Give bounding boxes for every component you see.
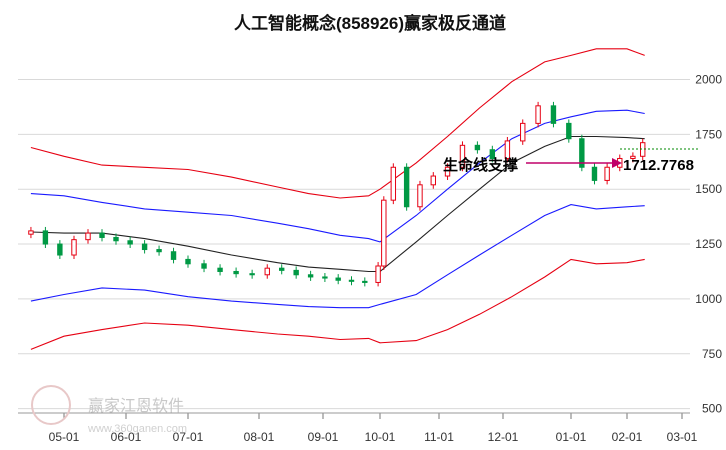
candle-body — [156, 249, 162, 253]
candle-body — [459, 144, 466, 168]
price-label: 1712.7768 — [623, 157, 694, 174]
x-tick-label: 09-01 — [308, 430, 339, 444]
series-life-line — [30, 135, 645, 273]
y-tick-label: 500 — [702, 402, 722, 416]
candle-body — [127, 240, 133, 245]
x-tick-label: 01-01 — [556, 430, 587, 444]
x-tick-label: 12-01 — [488, 430, 519, 444]
candle-body — [489, 149, 496, 159]
gridlines — [18, 78, 690, 410]
y-tick-label: 750 — [702, 347, 722, 361]
candle-body — [375, 265, 381, 283]
candle-body — [403, 166, 410, 208]
y-tick-label: 1750 — [695, 127, 722, 141]
series-upper-mid — [30, 109, 645, 243]
x-tick-label: 08-01 — [244, 430, 275, 444]
x-tick-label: 02-01 — [612, 430, 643, 444]
y-tick-label: 2000 — [695, 72, 722, 86]
candle-body — [381, 199, 387, 267]
candle-body — [604, 166, 610, 181]
candle-body — [322, 276, 328, 279]
candle-body — [99, 232, 105, 238]
series-outer-upper — [30, 48, 645, 199]
y-tick-label: 1000 — [695, 292, 722, 306]
candle-body — [113, 236, 119, 242]
support-annotation: 生命线支撑 — [443, 156, 518, 174]
candle-body — [141, 243, 148, 251]
candle-body — [474, 144, 481, 151]
series-lower-mid — [30, 204, 645, 309]
candle-body — [630, 155, 636, 159]
candle-body — [233, 270, 239, 275]
candle-body — [57, 243, 63, 256]
candle-body — [28, 230, 34, 235]
candle-body — [170, 251, 177, 260]
candle-body — [335, 277, 341, 281]
y-tick-label: 1500 — [695, 182, 722, 196]
support-arrow — [526, 158, 622, 168]
candle-body — [535, 105, 541, 124]
candle-body — [390, 166, 397, 201]
candle-body — [85, 232, 91, 241]
x-tick-label: 03-01 — [667, 430, 698, 444]
candle-body — [307, 274, 314, 278]
x-tick-label: 11-01 — [424, 430, 454, 444]
x-axis-ticks: 05-01 06-01 07-01 08-01 09-01 10-01 11-01 12-01… — [49, 413, 698, 444]
candle-body — [201, 263, 207, 269]
candle-body — [264, 267, 270, 276]
x-tick-label: 10-01 — [365, 430, 396, 444]
candle-body — [71, 239, 77, 256]
candle-body — [550, 105, 557, 124]
candle-body — [417, 184, 423, 208]
watermark-url: www.360ganen.com — [87, 423, 187, 435]
arrow-head — [612, 158, 622, 168]
candle-body — [293, 269, 299, 276]
series-outer-lower — [30, 258, 645, 350]
candle-body — [504, 140, 511, 159]
candle-body — [249, 273, 255, 276]
y-axis-ticks: 500 750 1000 1250 1500 1750 2000 — [695, 72, 722, 415]
y-tick-label: 1250 — [695, 237, 722, 251]
candle-body — [279, 267, 285, 271]
x-tick-label: 05-01 — [49, 430, 80, 444]
candle-body — [591, 166, 598, 181]
channel-lines — [30, 48, 645, 350]
watermark: 赢家江恩软件 www.360ganen.com — [31, 385, 187, 435]
candle-body — [579, 138, 585, 168]
x-tick-label: 06-01 — [111, 430, 142, 444]
chart-title: 人工智能概念(858926)赢家极反通道 — [234, 13, 506, 33]
candle-body — [185, 258, 191, 265]
watermark-text: 赢家江恩软件 — [88, 397, 184, 415]
candle-body — [520, 122, 526, 142]
candle-body — [430, 175, 436, 186]
candle-body — [444, 166, 451, 177]
candlesticks — [28, 101, 646, 287]
candle-body — [42, 230, 49, 245]
watermark-logo — [31, 385, 71, 425]
candle-body — [217, 267, 223, 272]
candle-body — [566, 122, 572, 140]
candle-body — [362, 280, 368, 283]
candle-body — [348, 279, 355, 282]
x-tick-label: 07-01 — [173, 430, 204, 444]
